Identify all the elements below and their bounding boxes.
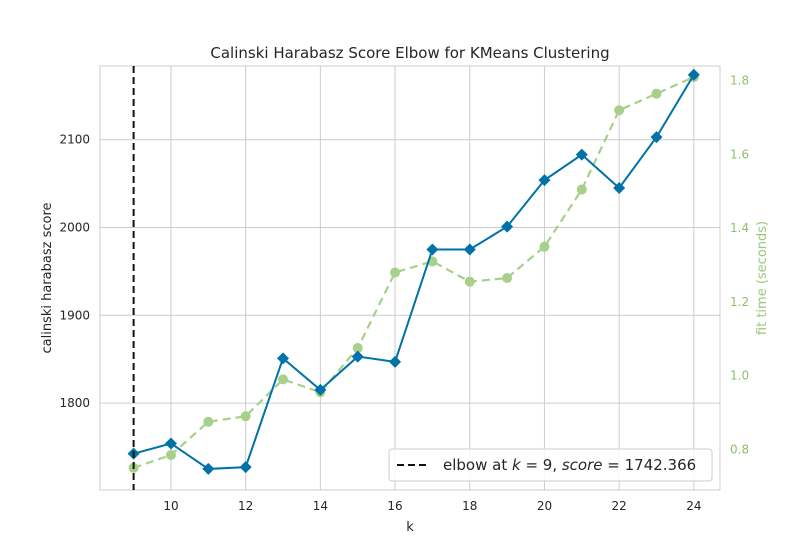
x-tick-label: 18 [462,499,477,513]
y2-tick-label: 1.4 [730,221,749,235]
fit-time-point [614,105,625,116]
y-tick-label: 1900 [59,308,90,322]
y2-tick-label: 1.0 [730,369,749,383]
plot-area [99,65,721,491]
y2-tick-label: 1.6 [730,147,749,161]
score-line [133,74,695,470]
fit-time-point [576,184,587,195]
x-tick-label: 14 [313,499,328,513]
fit-time-point [651,88,662,99]
y-axis-label: calinski harabasz score [40,202,55,353]
score-point [426,243,439,256]
legend-elbow-label: elbow at k = 9, score = 1742.366 [443,456,696,474]
x-tick-label: 10 [163,499,178,513]
score-point [650,131,663,144]
legend-score-var: score [562,456,603,474]
score-point [538,174,551,187]
x-tick-label: 16 [387,499,402,513]
score-point [164,437,177,450]
score-point [613,182,626,195]
x-tick-label: 24 [686,499,701,513]
x-tick-label: 22 [612,499,627,513]
fit-time-point [390,267,401,278]
score-point [501,220,514,233]
fit-time-point [165,449,176,460]
tick-layer: 10 12 14 16 18 20 22 24 1800 1900 2000 2100 0.8 1.0 1.… [59,74,749,513]
y-tick-label: 2100 [59,133,90,147]
score-point [202,462,215,475]
score-point [389,355,402,368]
legend-score-eq: = 1742.366 [603,456,697,474]
y2-tick-label: 1.8 [730,74,749,88]
score-point [463,243,476,256]
series-layer [127,66,700,490]
score-point [314,383,327,396]
chart-title: Calinski Harabasz Score Elbow for KMeans… [210,44,609,62]
y-tick-label: 1800 [59,396,90,410]
legend: elbow at k = 9, score = 1742.366 [388,448,713,482]
y2-tick-label: 0.8 [730,442,749,456]
x-tick-label: 12 [238,499,253,513]
fit-time-point [352,343,363,354]
legend-box [388,448,713,482]
fit-time-point [278,374,289,385]
fit-time-point [203,416,214,427]
legend-prefix: elbow at [443,456,512,474]
fit-time-point [539,241,550,252]
y-tick-label: 2000 [59,221,90,235]
fit-time-point [464,276,475,287]
score-point [575,148,588,161]
fit-time-point [240,411,251,422]
fit-time-line [133,76,695,469]
x-tick-label: 20 [537,499,552,513]
fit-time-point [502,273,513,283]
x-axis-label: k [406,520,414,535]
legend-k-var: k [512,456,522,474]
score-point [277,352,290,365]
legend-k-eq: = 9, [521,456,562,474]
score-point [351,350,364,363]
score-point [687,68,700,81]
y2-axis-label: fit time (seconds) [755,221,770,335]
score-point [239,461,252,474]
y2-tick-label: 1.2 [730,295,749,309]
